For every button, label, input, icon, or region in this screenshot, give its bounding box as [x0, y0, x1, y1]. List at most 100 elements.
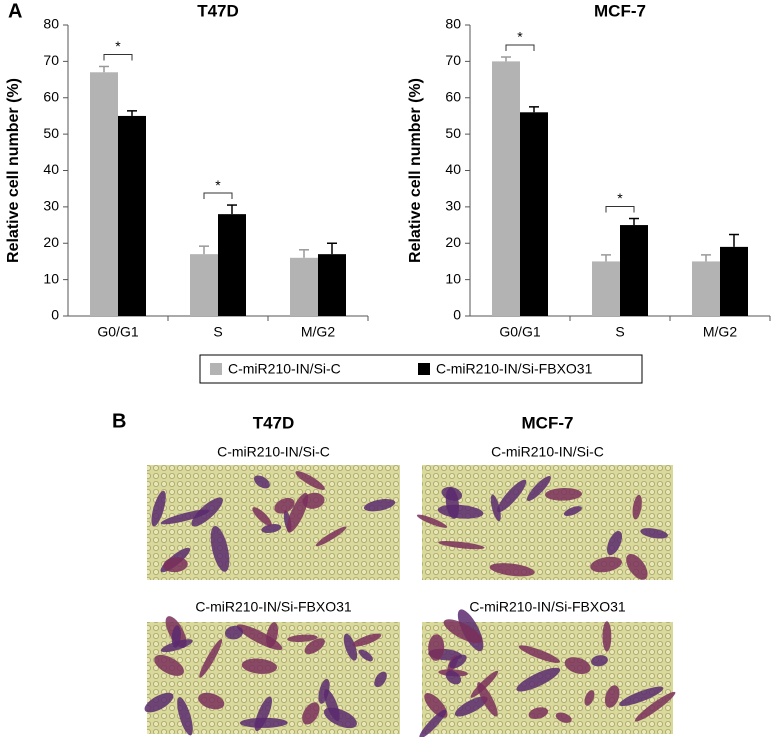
stained-cell: [584, 690, 595, 706]
stained-cell: [443, 619, 483, 644]
image-caption: C-miR210-IN/Si-FBXO31: [469, 599, 626, 615]
y-tick-label: 40: [445, 161, 461, 177]
column-title: T47D: [253, 413, 295, 432]
stained-cell: [526, 476, 551, 501]
stained-cell: [416, 514, 448, 528]
y-tick-label: 30: [43, 198, 59, 214]
x-tick-label: G0/G1: [499, 324, 540, 340]
bar: [290, 257, 318, 316]
stained-cell: [489, 563, 535, 577]
stained-cell: [632, 494, 642, 520]
significance-star: *: [215, 177, 221, 193]
stained-cell: [428, 634, 445, 661]
significance-bracket: [605, 206, 635, 213]
stained-cell: [516, 667, 561, 692]
y-tick-label: 10: [445, 270, 461, 286]
stained-cell: [607, 530, 623, 556]
stained-cell: [236, 624, 283, 651]
stained-cell: [564, 657, 591, 674]
bar: [520, 112, 548, 316]
stained-cell: [253, 475, 270, 489]
stained-cell: [591, 655, 608, 667]
x-tick-label: M/G2: [703, 324, 737, 340]
stained-cell: [324, 689, 340, 722]
y-tick-label: 0: [453, 307, 461, 323]
x-tick-label: G0/G1: [97, 324, 138, 340]
stained-cell: [295, 471, 325, 491]
stained-cell: [352, 633, 382, 647]
stained-cell: [302, 702, 320, 725]
error-bar: [199, 245, 209, 255]
stained-cell: [304, 638, 325, 655]
error-bar: [529, 106, 539, 113]
stained-cell: [490, 494, 501, 522]
stained-cell: [224, 625, 244, 640]
x-tick-label: S: [213, 324, 222, 340]
bar: [692, 261, 720, 316]
stained-cell: [286, 492, 309, 533]
stained-cell: [252, 507, 272, 526]
micrographs: T47D MCF-7 C-miR210-IN/Si-C C-miR210-IN/Si-…: [144, 413, 676, 739]
bar: [218, 214, 246, 316]
y-tick-label: 40: [43, 161, 59, 177]
stained-cell: [261, 523, 282, 534]
stained-cell: [518, 645, 561, 663]
error-bar: [629, 217, 639, 226]
legend-label: C-miR210-IN/Si-FBXO31: [436, 361, 593, 377]
significance-bracket: [203, 192, 233, 200]
stained-cell: [419, 709, 447, 739]
bar: [720, 246, 748, 316]
stained-cell: [640, 528, 668, 539]
legend: C-miR210-IN/Si-C C-miR210-IN/Si-FBXO31: [199, 354, 643, 384]
y-tick-label: 60: [43, 88, 59, 104]
significance-star: *: [617, 190, 623, 206]
stained-cell: [563, 506, 582, 517]
stained-cell: [555, 712, 572, 723]
y-tick-label: 20: [43, 234, 59, 250]
significance-bracket: [103, 53, 133, 61]
error-bar: [601, 254, 611, 262]
stained-cell: [445, 487, 459, 519]
bar: [90, 72, 118, 316]
stained-cell: [191, 497, 223, 527]
stained-cell: [315, 526, 347, 547]
stained-cell: [634, 691, 676, 722]
image-caption: C-miR210-IN/Si-C: [491, 444, 604, 460]
stained-cell: [151, 490, 166, 527]
stained-cell: [287, 634, 318, 642]
y-tick-label: 50: [445, 125, 461, 141]
stained-cell: [241, 658, 278, 674]
stained-cell: [470, 670, 499, 698]
stained-cell: [497, 479, 527, 513]
error-bar: [701, 254, 711, 262]
stained-cell: [454, 696, 488, 717]
y-tick-label: 80: [43, 16, 59, 32]
error-bar: [227, 204, 237, 215]
bar: [318, 254, 346, 316]
stained-cell: [199, 639, 223, 678]
error-bar: [299, 249, 309, 258]
error-bar: [99, 65, 109, 73]
stained-cell: [144, 692, 174, 713]
image-caption: C-miR210-IN/Si-C: [217, 444, 330, 460]
stained-cell: [154, 654, 184, 676]
stained-cell: [438, 540, 485, 550]
x-tick-label: S: [615, 324, 624, 340]
y-tick-label: 60: [445, 88, 461, 104]
error-bar: [327, 242, 337, 255]
stained-cell: [358, 649, 373, 662]
y-tick-label: 80: [445, 16, 461, 32]
stained-cell: [177, 697, 193, 736]
chart-title: MCF-7: [594, 1, 646, 20]
stained-cell: [544, 488, 583, 501]
micrograph: [147, 465, 400, 580]
significance-star: *: [517, 29, 523, 45]
legend-swatch: [418, 363, 430, 375]
bar: [620, 225, 648, 316]
y-tick-label: 70: [43, 52, 59, 68]
y-axis-label: Relative cell number (%): [407, 78, 424, 263]
significance-bracket: [505, 44, 535, 52]
y-axis-label: Relative cell number (%): [5, 78, 22, 263]
error-bar: [127, 110, 137, 116]
